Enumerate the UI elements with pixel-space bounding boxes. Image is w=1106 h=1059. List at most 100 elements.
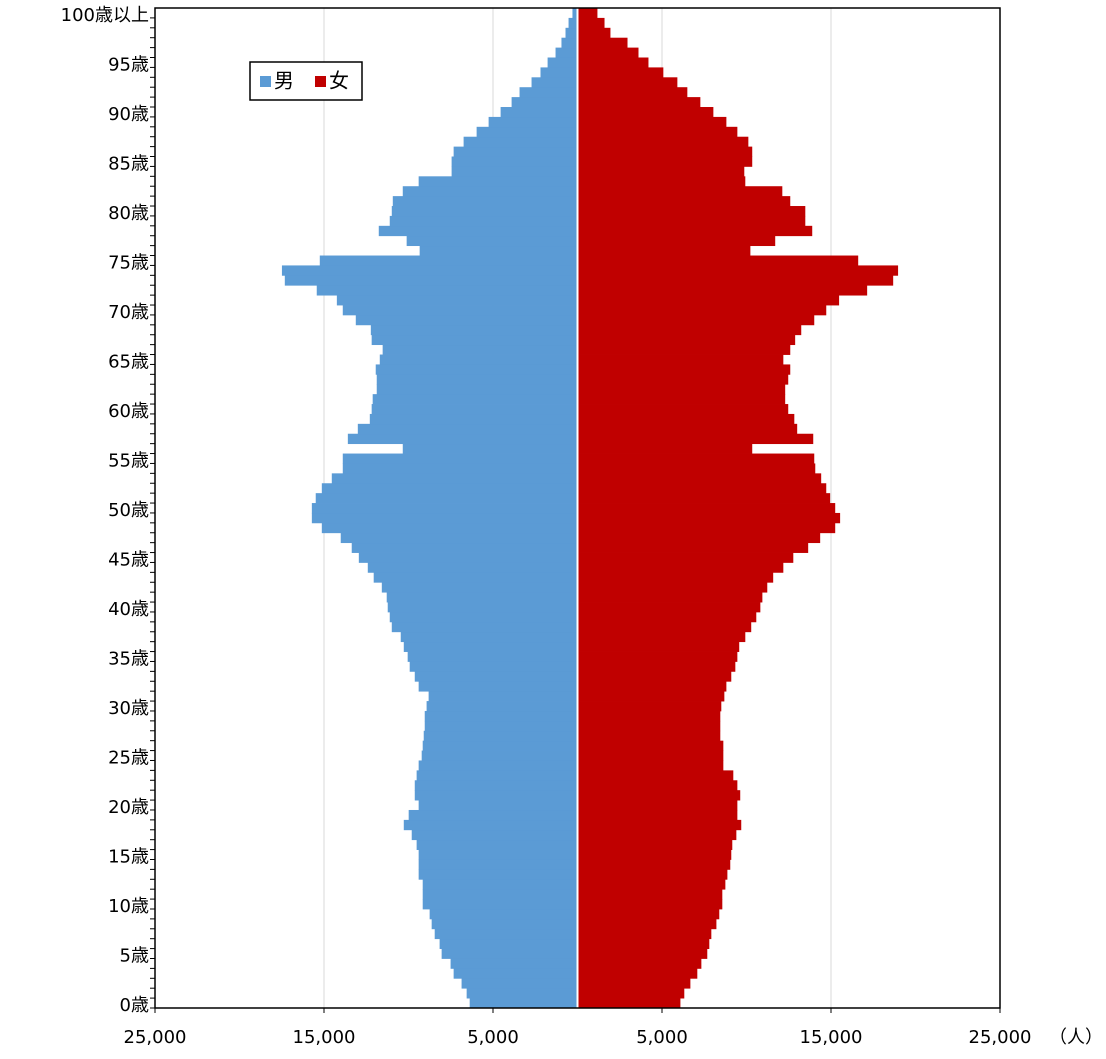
- bar: [488, 116, 577, 128]
- bar: [424, 710, 577, 722]
- bar: [441, 948, 577, 959]
- bar: [578, 849, 732, 860]
- bar: [578, 889, 723, 900]
- bar: [428, 691, 577, 702]
- bar: [578, 354, 784, 365]
- plot-frame: [154, 7, 1001, 1009]
- bar: [578, 67, 664, 78]
- bar: [461, 978, 577, 989]
- bar: [578, 404, 789, 415]
- bar: [578, 493, 831, 504]
- y-tick-label: 75歳: [108, 252, 149, 273]
- bar: [578, 136, 749, 148]
- bar: [382, 344, 577, 355]
- bar: [578, 206, 806, 217]
- bar: [578, 800, 738, 811]
- bar: [578, 611, 757, 623]
- bar: [463, 136, 577, 148]
- y-tick-label: 55歳: [108, 450, 149, 471]
- bar: [578, 988, 685, 999]
- bar: [316, 285, 577, 296]
- bar: [392, 196, 577, 207]
- bar: [371, 334, 577, 346]
- bar: [500, 107, 577, 118]
- bar: [578, 770, 734, 781]
- bar: [578, 750, 724, 761]
- bar: [469, 998, 577, 1009]
- bar: [578, 107, 714, 118]
- bar: [422, 889, 577, 900]
- bar: [578, 384, 786, 395]
- legend-label: 女: [329, 69, 349, 93]
- bar: [578, 631, 746, 643]
- bar: [578, 542, 809, 553]
- bar: [331, 473, 577, 484]
- bar: [578, 364, 791, 375]
- bar: [422, 740, 577, 751]
- x-axis-unit: （人）: [1049, 1027, 1103, 1048]
- bar: [578, 295, 840, 306]
- bar: [369, 413, 577, 425]
- bar: [450, 958, 577, 969]
- bar: [378, 225, 577, 237]
- bar: [578, 413, 795, 425]
- bar: [367, 562, 577, 573]
- bar: [351, 542, 577, 553]
- bar: [578, 592, 763, 603]
- bar: [376, 374, 577, 385]
- bar: [372, 394, 577, 405]
- bar: [403, 641, 577, 652]
- bar: [407, 651, 577, 662]
- bar: [578, 829, 737, 841]
- bar: [402, 186, 577, 197]
- bar: [381, 582, 577, 593]
- y-tick-label: 90歳: [108, 104, 149, 125]
- bar: [422, 899, 577, 910]
- bar: [578, 839, 733, 850]
- bar: [578, 780, 738, 791]
- bar: [531, 77, 577, 88]
- bar: [578, 166, 745, 177]
- bar: [342, 305, 577, 316]
- x-tick-label: 15,000: [800, 1027, 863, 1048]
- bar: [578, 146, 753, 157]
- legend-swatch: [260, 76, 271, 87]
- bar: [578, 730, 721, 742]
- bar: [578, 740, 724, 751]
- bar: [578, 938, 710, 949]
- bar: [281, 265, 577, 276]
- bar: [578, 998, 681, 1009]
- y-tick-label: 65歳: [108, 351, 149, 372]
- bar: [284, 275, 577, 286]
- y-tick-label: 60歳: [108, 401, 149, 422]
- bar: [578, 869, 728, 880]
- bar: [519, 87, 577, 98]
- bar: [400, 631, 577, 643]
- bar: [408, 809, 577, 821]
- bar: [578, 483, 827, 494]
- bar: [578, 17, 605, 29]
- bar: [578, 324, 802, 336]
- y-tick-label: 30歳: [108, 698, 149, 719]
- y-tick-label: 50歳: [108, 500, 149, 521]
- bar: [578, 215, 806, 227]
- bar: [578, 176, 746, 187]
- bar: [578, 532, 821, 544]
- bar: [578, 87, 688, 98]
- bar: [540, 67, 577, 78]
- bar: [578, 255, 859, 266]
- bar: [578, 809, 738, 821]
- bar: [578, 225, 813, 237]
- bar: [426, 701, 577, 712]
- bar: [451, 156, 577, 167]
- bar: [391, 621, 577, 633]
- bar: [578, 522, 836, 534]
- bar: [578, 918, 717, 930]
- bar: [403, 819, 577, 831]
- bar: [578, 126, 738, 138]
- y-tick-label: 95歳: [108, 54, 149, 75]
- bar: [342, 453, 577, 464]
- bar: [578, 196, 791, 207]
- bar: [578, 186, 783, 197]
